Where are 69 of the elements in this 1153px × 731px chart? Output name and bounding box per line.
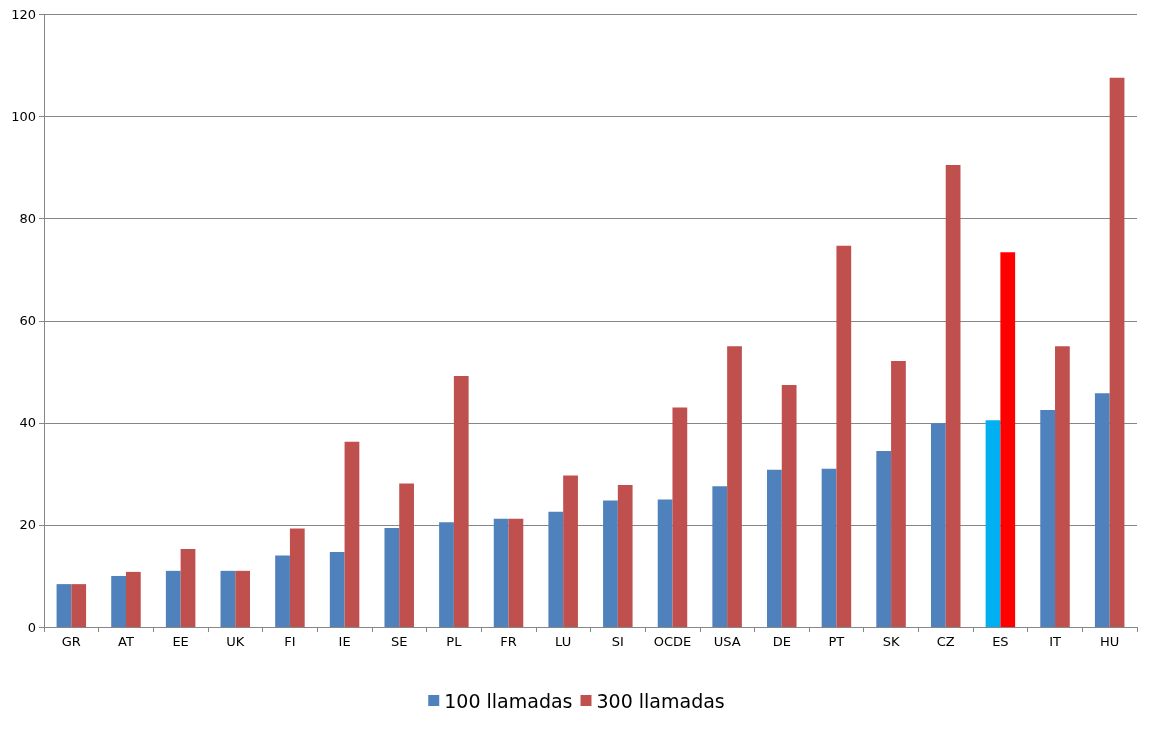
- bar: [1000, 252, 1016, 627]
- bar: [111, 575, 126, 627]
- x-tick-label: AT: [118, 634, 134, 649]
- x-tick-label: SI: [611, 634, 624, 649]
- x-tick-label: UK: [226, 634, 245, 649]
- bar: [493, 518, 509, 627]
- bar: [1055, 346, 1070, 627]
- x-tick-label: FR: [500, 634, 517, 649]
- bar: [235, 570, 251, 627]
- x-tick-label: SK: [882, 634, 900, 649]
- bar: [563, 475, 578, 627]
- x-tick-label: LU: [555, 634, 572, 649]
- bar: [180, 548, 196, 627]
- x-tick-label: HU: [1100, 634, 1120, 649]
- y-tick-label: 0: [27, 619, 36, 635]
- x-tick-label: FI: [284, 634, 296, 649]
- x-tick-label: PT: [828, 634, 845, 649]
- x-tick-label: USA: [713, 634, 741, 649]
- bar: [399, 483, 414, 627]
- bar: [617, 485, 633, 627]
- bar: [1109, 77, 1125, 627]
- y-tick-label: 120: [11, 7, 36, 22]
- bar: [657, 499, 673, 627]
- legend-label: 300 llamadas: [596, 689, 725, 712]
- bar: [220, 570, 236, 627]
- bar: [508, 518, 524, 627]
- y-tick-label: 20: [19, 517, 36, 533]
- bar: [1040, 410, 1056, 627]
- bar: [836, 245, 852, 627]
- bar: [985, 420, 1001, 627]
- bar: [876, 450, 892, 627]
- legend-label: 100 llamadas: [444, 689, 573, 712]
- bar: [767, 469, 782, 627]
- x-tick-label: CZ: [936, 634, 955, 649]
- bar: [329, 551, 345, 627]
- bar: [712, 486, 728, 627]
- bar: [289, 528, 305, 627]
- bar: [781, 385, 797, 627]
- bar: [603, 500, 618, 627]
- y-tick-label: 60: [19, 313, 36, 329]
- bar: [439, 522, 454, 627]
- bar: [453, 375, 469, 627]
- x-tick-label: SE: [390, 634, 408, 649]
- x-tick-label: OCDE: [653, 634, 692, 649]
- y-tick-label: 80: [19, 211, 36, 227]
- bar: [384, 527, 400, 627]
- x-tick-label: ES: [992, 634, 1009, 649]
- y-tick-label: 100: [11, 109, 36, 125]
- bar: [727, 346, 742, 627]
- bar: [165, 570, 181, 627]
- bar: [891, 361, 906, 627]
- x-tick-label: PL: [446, 634, 463, 649]
- bar: [1094, 393, 1110, 627]
- x-tick-label: IT: [1049, 634, 1061, 649]
- x-tick-label: DE: [772, 634, 791, 649]
- bar: [821, 468, 837, 627]
- x-tick-label: IE: [338, 634, 351, 649]
- bar: [930, 423, 946, 627]
- bar: [548, 511, 564, 627]
- x-tick-label: GR: [61, 634, 81, 649]
- y-tick-label: 40: [19, 415, 36, 431]
- bar: [125, 571, 141, 627]
- bar: [56, 584, 72, 627]
- bar: [344, 441, 360, 627]
- bar: [945, 165, 961, 627]
- x-tick-label: EE: [172, 634, 189, 649]
- bar: [71, 584, 87, 627]
- bar: [672, 407, 688, 627]
- bar: [275, 555, 290, 627]
